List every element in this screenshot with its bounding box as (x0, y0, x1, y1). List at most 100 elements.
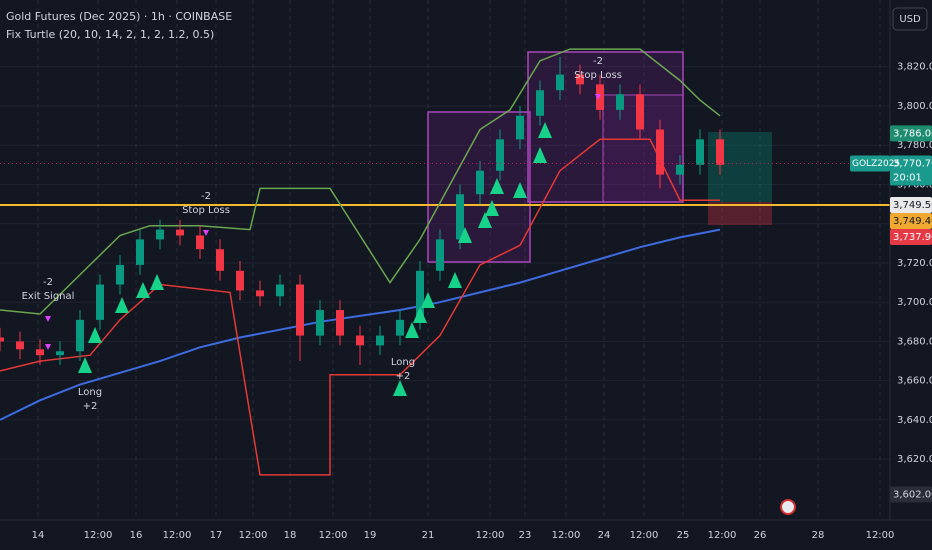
price-label: 3,770.70 (893, 158, 932, 169)
candle-body (676, 164, 684, 175)
candle-body (176, 229, 184, 236)
candle-body (136, 239, 144, 265)
candle-body (96, 284, 104, 320)
symbol-label: GOLZ2025 (852, 159, 900, 169)
y-tick-label: 3,660.00 (897, 376, 932, 387)
price-label-bg (890, 229, 932, 246)
y-tick-label: 3,640.00 (897, 415, 932, 426)
x-tick-label: 14 (32, 530, 45, 541)
price-label: 3,749.50 (893, 200, 932, 211)
candle-body (16, 341, 24, 350)
position-loss (708, 202, 772, 225)
x-tick-label: 12:00 (476, 530, 505, 541)
price-label-bg (890, 486, 932, 503)
long-signal (533, 147, 547, 163)
candle-body (656, 129, 664, 175)
symbol-label-bg (850, 155, 890, 172)
candle-body (496, 139, 504, 171)
indicator-title: Fix Turtle (20, 10, 14, 2, 1, 2, 1.2, 0.… (6, 28, 214, 41)
long-signal (485, 200, 499, 216)
candle-body (476, 170, 484, 195)
annotation: Long (78, 387, 102, 398)
long-signal (405, 322, 419, 338)
candle-body (416, 270, 424, 320)
price-label-bg (890, 197, 932, 214)
x-tick-label: 25 (677, 530, 690, 541)
annotation: +2 (83, 401, 98, 412)
candle-body (76, 319, 84, 352)
axes: 3,620.00 3,640.00 3,660.00 3,680.00 3,700.00… (32, 62, 932, 541)
x-tick-label: 24 (598, 530, 611, 541)
candle-body (696, 139, 704, 165)
x-tick-label: 12:00 (319, 530, 348, 541)
x-tick-label: 18 (284, 530, 297, 541)
range-box (602, 94, 684, 203)
x-tick-label: 12:00 (84, 530, 113, 541)
candle-body (256, 290, 264, 297)
candle-body (0, 337, 4, 342)
long-signal (458, 227, 472, 243)
candle-body (536, 90, 544, 116)
price-label: 3,749.40 (893, 216, 932, 227)
plot-area (0, 48, 890, 476)
candle-body (156, 229, 164, 240)
candle-body (196, 235, 204, 250)
price-label-bg (890, 125, 932, 142)
x-tick-label: 17 (210, 530, 223, 541)
x-tick-label: 12:00 (239, 530, 268, 541)
x-tick-label: 28 (812, 530, 825, 541)
y-tick-label: 3,620.00 (897, 454, 932, 465)
chart-title: Gold Futures (Dec 2025) · 1h · COINBASE (6, 10, 232, 23)
signals (45, 94, 601, 396)
candle-body (376, 335, 384, 346)
candle-body (356, 335, 364, 346)
price-axis (890, 0, 932, 550)
candle-body (556, 74, 564, 91)
long-signal (393, 380, 407, 396)
annotation: Stop Loss (574, 70, 622, 81)
long-signal (88, 327, 102, 343)
annotation: Stop Loss (182, 205, 230, 216)
candle-body (296, 284, 304, 336)
annotation: Long (391, 357, 415, 368)
annotation: +2 (396, 371, 411, 382)
candle-body (576, 74, 584, 85)
candle-body (36, 349, 44, 356)
y-tick-label: 3,780.00 (897, 140, 932, 151)
y-tick-label: 3,820.00 (897, 62, 932, 73)
indicator-line (0, 228, 721, 421)
candle-body (516, 115, 524, 140)
x-tick-label: 16 (130, 530, 143, 541)
currency-button[interactable] (892, 7, 928, 31)
x-tick-label: 12:00 (163, 530, 192, 541)
candle-body (276, 284, 284, 297)
x-tick-label: 12:00 (708, 530, 737, 541)
indicator-line (0, 138, 720, 476)
exit-signal (203, 230, 209, 236)
countdown: 20:01 (893, 172, 922, 183)
long-signal (490, 178, 504, 194)
x-tick-label: 21 (422, 530, 435, 541)
y-tick-label: 3,680.00 (897, 336, 932, 347)
annotation: -2 (43, 277, 53, 288)
long-signal (78, 357, 92, 373)
candle-body (116, 264, 124, 285)
candle-body (716, 139, 724, 165)
long-signal (513, 182, 527, 198)
x-tick-label: 12:00 (552, 530, 581, 541)
x-tick-label: 12:00 (866, 530, 895, 541)
currency-label[interactable]: USD (899, 14, 921, 25)
candle-body (216, 249, 224, 271)
long-signal (478, 212, 492, 228)
long-signal (448, 272, 462, 288)
long-signal (136, 282, 150, 298)
annotation: -2 (201, 191, 211, 202)
indicator-line (0, 48, 721, 315)
price-label-bg (890, 213, 932, 230)
long-signal (413, 307, 427, 323)
candle-body (336, 310, 344, 336)
candle-body (56, 351, 64, 356)
